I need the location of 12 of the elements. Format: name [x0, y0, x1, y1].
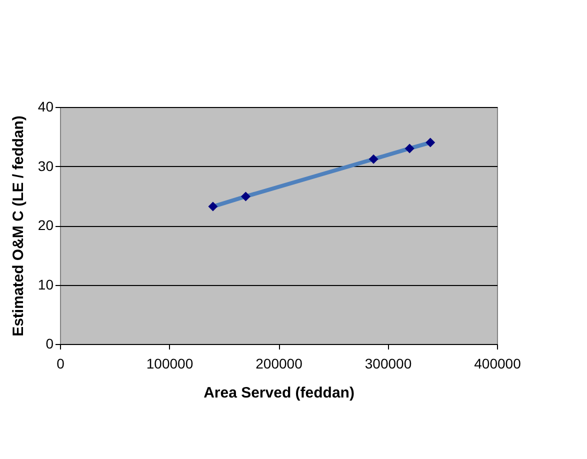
x-tick-label: 0: [56, 356, 65, 372]
x-tick-label: 200000: [256, 356, 303, 372]
y-tick-label: 10: [38, 276, 54, 292]
x-axis-title: Area Served (feddan): [204, 384, 354, 402]
y-axis-title: Estimated O&M C (LE / feddan): [10, 116, 27, 336]
x-tick-label: 100000: [146, 356, 194, 372]
y-tick-label: 0: [46, 336, 54, 352]
y-tick-label: 40: [38, 98, 54, 114]
y-tick-label: 20: [38, 217, 54, 233]
y-tick-label: 30: [38, 158, 54, 174]
x-tick-label: 400000: [474, 356, 522, 372]
x-tick-label: 300000: [364, 356, 412, 372]
